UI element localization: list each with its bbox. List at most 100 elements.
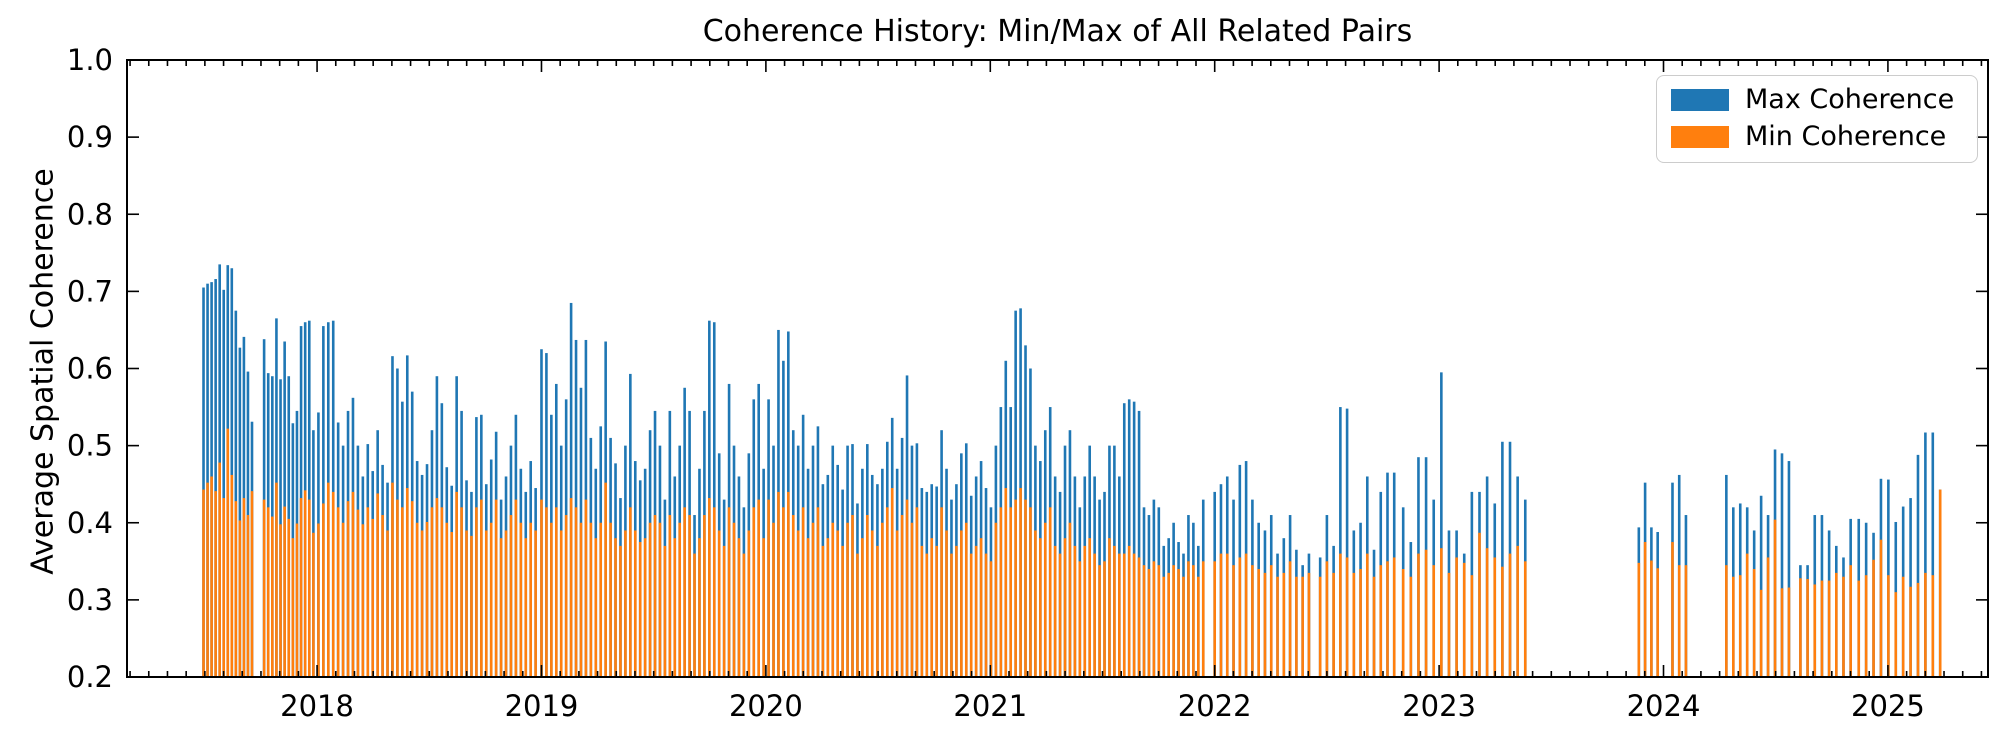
bar-min-coherence xyxy=(1182,576,1185,677)
bar-min-coherence xyxy=(291,538,295,677)
bar-min-coherence xyxy=(504,530,508,677)
bar-min-coherence xyxy=(861,538,864,677)
bar-min-coherence xyxy=(322,503,325,677)
bar-min-coherence xyxy=(910,522,914,677)
bar-min-coherence xyxy=(1359,569,1362,677)
bar-min-coherence xyxy=(851,515,854,677)
bar-min-coherence xyxy=(1073,545,1077,677)
bar-min-coherence xyxy=(574,507,578,677)
legend: Max Coherence Min Coherence xyxy=(1656,75,1978,163)
bar-min-coherence xyxy=(658,522,662,677)
bar-min-coherence xyxy=(396,499,399,677)
axes: 2018 2019 2020 2021 2022 2023 2024 2025 0.2 0.3 0.… xyxy=(67,43,1989,723)
bar-min-coherence xyxy=(1650,560,1653,677)
bar-min-coherence xyxy=(1142,565,1146,677)
legend-label-min-coherence: Min Coherence xyxy=(1745,121,1947,152)
legend-item-min-coherence: Min Coherence xyxy=(1671,123,1963,150)
bar-min-coherence xyxy=(1842,576,1845,677)
bar-max-coherence xyxy=(1501,441,1504,677)
bar-min-coherence xyxy=(230,474,234,677)
bar-min-coherence xyxy=(1043,522,1047,677)
bar-min-coherence xyxy=(1455,557,1458,677)
bar-max-coherence xyxy=(1014,310,1017,677)
bar-min-coherence xyxy=(295,523,299,677)
bar-min-coherence xyxy=(1508,553,1512,677)
bar-min-coherence xyxy=(1019,488,1022,677)
bar-max-coherence xyxy=(202,287,205,677)
bar-min-coherence xyxy=(1516,545,1519,677)
bar-min-coherence xyxy=(1088,538,1092,677)
bar-min-coherence xyxy=(238,520,242,677)
bar-min-coherence xyxy=(841,545,844,677)
bar-min-coherence xyxy=(791,515,795,677)
bar-min-coherence xyxy=(1938,489,1942,677)
bar-max-coherence xyxy=(1137,410,1141,677)
bar-min-coherence xyxy=(1152,561,1156,677)
bar-min-coherence xyxy=(445,522,449,677)
bar-min-coherence xyxy=(1048,507,1052,677)
bar-min-coherence xyxy=(589,522,593,677)
bar-min-coherence xyxy=(386,530,389,677)
bar-min-coherence xyxy=(326,482,330,677)
bar-min-coherence xyxy=(609,522,612,677)
bar-min-coherence xyxy=(299,498,303,677)
bar-min-coherence xyxy=(307,499,311,677)
bar-min-coherence xyxy=(619,545,622,677)
bar-min-coherence xyxy=(737,538,741,677)
bar-min-coherence xyxy=(579,522,583,677)
legend-swatch-min-coherence xyxy=(1671,125,1729,148)
bar-min-coherence xyxy=(1684,565,1688,677)
y-tick-label: 0.4 xyxy=(67,506,113,540)
bar-min-coherence xyxy=(1523,561,1527,677)
bar-min-coherence xyxy=(262,499,266,677)
bar-min-coherence xyxy=(584,499,588,677)
bar-min-coherence xyxy=(1187,561,1190,677)
bar-min-coherence xyxy=(226,428,230,677)
bar-min-coherence xyxy=(1894,592,1898,677)
bar-min-coherence xyxy=(250,491,254,677)
bar-min-coherence xyxy=(624,530,627,677)
bar-min-coherence xyxy=(1053,545,1057,677)
bar-min-coherence xyxy=(430,507,434,677)
bar-min-coherence xyxy=(1063,538,1067,677)
bar-min-coherence xyxy=(708,498,711,677)
bar-min-coherence xyxy=(1731,576,1735,677)
bar-max-coherence xyxy=(214,279,217,677)
bar-min-coherence xyxy=(1219,553,1223,677)
bar-min-coherence xyxy=(559,530,563,677)
bar-min-coherence xyxy=(401,507,404,677)
bar-min-coherence xyxy=(1725,565,1728,677)
y-tick-label: 1.0 xyxy=(67,43,113,77)
y-tick-label: 0.9 xyxy=(67,120,113,154)
bar-min-coherence xyxy=(905,499,909,677)
x-tick-label: 2023 xyxy=(1402,689,1476,723)
bar-min-coherence xyxy=(856,553,859,677)
bar-min-coherence xyxy=(999,507,1003,677)
y-axis-label: Average Spatial Coherence xyxy=(25,168,61,575)
bar-min-coherence xyxy=(1924,572,1927,677)
bar-min-coherence xyxy=(1301,576,1304,677)
bar-min-coherence xyxy=(1014,499,1017,677)
bar-min-coherence xyxy=(742,553,746,677)
bar-min-coherence xyxy=(1780,588,1784,677)
bar-max-coherence xyxy=(307,320,311,677)
bar-min-coherence xyxy=(989,561,993,677)
bar-min-coherence xyxy=(762,538,765,677)
bar-min-coherence xyxy=(1392,557,1396,677)
bar-min-coherence xyxy=(1269,565,1273,677)
bar-min-coherence xyxy=(1232,565,1235,677)
y-tick-label: 0.6 xyxy=(67,352,113,386)
bar-min-coherence xyxy=(1177,569,1180,677)
bar-min-coherence xyxy=(569,498,573,677)
legend-label-max-coherence: Max Coherence xyxy=(1745,84,1955,115)
bar-min-coherence xyxy=(1318,576,1322,677)
bar-max-coherence xyxy=(1127,399,1131,677)
bar-max-coherence xyxy=(1924,432,1927,677)
bar-min-coherence xyxy=(1113,545,1116,677)
bar-min-coherence xyxy=(425,521,429,677)
bar-min-coherence xyxy=(470,535,473,677)
bar-min-coherence xyxy=(648,522,652,677)
bar-min-coherence xyxy=(717,530,721,677)
